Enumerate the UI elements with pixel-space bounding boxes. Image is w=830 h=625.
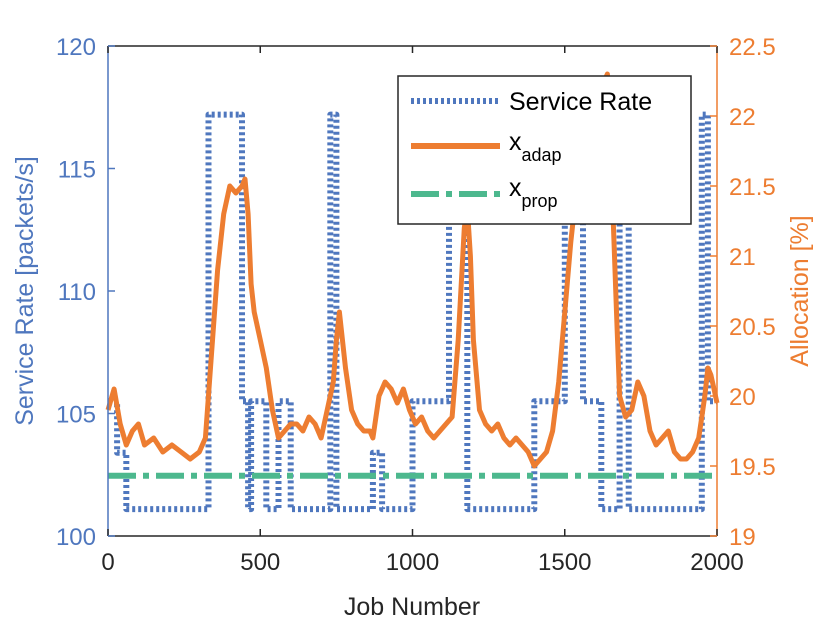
series-x-adap-line [105,71,720,469]
y-right-tick-label: 22.5 [729,34,776,61]
legend-label-x-adap: xadap [509,128,562,165]
y-right-tick-label: 21 [729,244,756,271]
x-tick-label: 1500 [538,549,591,576]
y-right-tick-label: 20 [729,384,756,411]
x-tick-label: 1000 [386,549,439,576]
series-service-rate-line [108,111,717,513]
x-axis-label: Job Number [344,593,480,621]
y-right-tick-label: 19 [729,524,756,551]
y-axis-left-label: Service Rate [packets/s] [11,156,39,426]
ticks: 0 500 1000 1500 2000 100 105 110 115 120 19 19.5 20 2… [56,34,776,576]
x-tick-label: 0 [101,549,114,576]
legend-label-service-rate: Service Rate [509,88,652,116]
y-right-tick-label: 21.5 [729,174,776,201]
y-left-tick-label: 115 [58,157,96,184]
legend-box [397,75,692,225]
y-right-tick-label: 19.5 [729,454,776,481]
legend: Service Rate xadap xprop [397,75,692,225]
legend-label-x-prop-sub: prop [522,191,558,211]
x-tick-label: 2000 [690,549,743,576]
y-right-tick-label: 22 [729,104,756,131]
y-left-tick-label: 120 [56,34,96,61]
legend-label-x-prop: xprop [509,174,558,211]
y-left-tick-label: 105 [56,402,96,429]
y-axis-right-label: Allocation [%] [786,215,814,366]
legend-label-x-prop-main: x [509,174,522,202]
plot-lines [105,71,720,513]
x-tick-label: 500 [240,549,280,576]
y-left-tick-label: 100 [56,524,96,551]
legend-label-x-adap-main: x [509,128,522,156]
y-right-tick-label: 20.5 [729,314,776,341]
legend-label-x-adap-sub: adap [522,145,562,165]
y-left-tick-label: 110 [58,279,96,306]
